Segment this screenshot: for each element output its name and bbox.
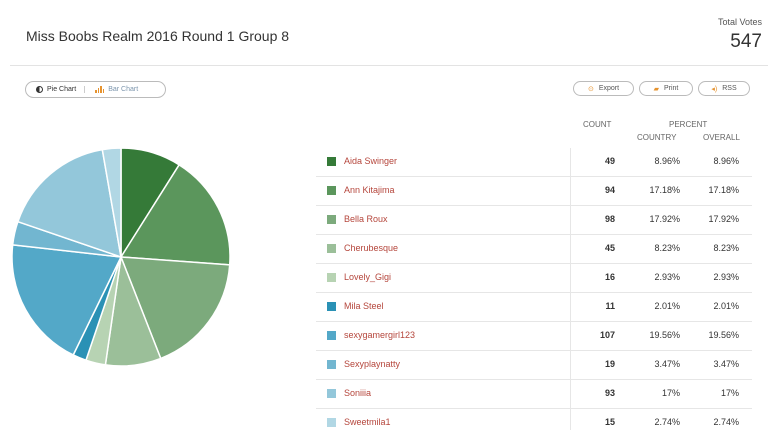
legend-swatch bbox=[327, 244, 336, 253]
results-table: Aida Swinger 49 8.96% 8.96% Ann Kitajima 94 17… bbox=[316, 148, 752, 437]
vote-count: 107 bbox=[599, 330, 615, 340]
bar-chart-toggle[interactable]: Bar Chart bbox=[84, 86, 146, 93]
total-votes-value: 547 bbox=[730, 31, 762, 52]
candidate-name-link[interactable]: Soniiia bbox=[344, 388, 372, 398]
table-row: Aida Swinger 49 8.96% 8.96% bbox=[316, 148, 752, 176]
table-row: Lovely_Gigi 16 2.93% 2.93% bbox=[316, 263, 752, 292]
candidate-name-link[interactable]: Cherubesque bbox=[344, 243, 399, 253]
pie-slice-sweetmila1[interactable] bbox=[101, 147, 122, 258]
chart-type-toggle: Pie Chart Bar Chart bbox=[25, 81, 166, 98]
rss-button[interactable]: ◂) RSS bbox=[698, 81, 750, 96]
pie-chart-toggle[interactable]: Pie Chart bbox=[26, 86, 84, 93]
candidate-name-link[interactable]: Sweetmila1 bbox=[344, 417, 391, 427]
percent-overall: 2.93% bbox=[713, 272, 739, 282]
vote-count: 11 bbox=[605, 301, 615, 311]
print-button[interactable]: ▰ Print bbox=[639, 81, 693, 96]
rss-icon: ◂) bbox=[711, 85, 718, 93]
percent-overall: 17% bbox=[720, 388, 739, 398]
percent-country: 17.92% bbox=[649, 214, 680, 224]
table-row: Bella Roux 98 17.92% 17.92% bbox=[316, 205, 752, 234]
country-header: COUNTRY bbox=[637, 133, 677, 142]
printer-icon: ▰ bbox=[653, 85, 659, 93]
table-row: Cherubesque 45 8.23% 8.23% bbox=[316, 234, 752, 263]
percent-header: PERCENT bbox=[669, 120, 708, 129]
percent-country: 8.96% bbox=[654, 156, 680, 166]
overall-header: OVERALL bbox=[703, 133, 740, 142]
table-row: Soniiia 93 17% 17% bbox=[316, 379, 752, 408]
percent-overall: 2.01% bbox=[713, 301, 739, 311]
percent-overall: 3.47% bbox=[713, 359, 739, 369]
candidate-name-link[interactable]: sexygamergirl123 bbox=[344, 330, 416, 340]
percent-overall: 17.92% bbox=[708, 214, 739, 224]
percent-country: 19.56% bbox=[649, 330, 680, 340]
table-row: Ann Kitajima 94 17.18% 17.18% bbox=[316, 176, 752, 205]
candidate-name-link[interactable]: Lovely_Gigi bbox=[344, 272, 392, 282]
vote-count: 98 bbox=[604, 214, 615, 224]
header-divider bbox=[10, 65, 768, 66]
legend-swatch bbox=[327, 273, 336, 282]
pie-slice-soniiia[interactable] bbox=[16, 148, 122, 259]
pie-slice-sexygamergirl123[interactable] bbox=[11, 243, 123, 356]
legend-swatch bbox=[327, 157, 336, 166]
bar-chart-icon bbox=[95, 86, 105, 93]
table-row: Sweetmila1 15 2.74% 2.74% bbox=[316, 408, 752, 437]
candidate-name-link[interactable]: Ann Kitajima bbox=[344, 185, 395, 195]
vote-count: 45 bbox=[604, 243, 615, 253]
percent-country: 2.93% bbox=[654, 272, 680, 282]
table-row: sexygamergirl123 107 19.56% 19.56% bbox=[316, 321, 752, 350]
legend-swatch bbox=[327, 418, 336, 427]
vote-count: 15 bbox=[604, 417, 615, 427]
vote-count: 94 bbox=[604, 185, 615, 195]
legend-swatch bbox=[327, 215, 336, 224]
legend-swatch bbox=[327, 331, 336, 340]
vote-count: 19 bbox=[604, 359, 615, 369]
percent-overall: 2.74% bbox=[713, 417, 739, 427]
total-votes-label: Total Votes bbox=[717, 17, 762, 27]
candidate-name-link[interactable]: Bella Roux bbox=[344, 214, 388, 224]
export-label: Export bbox=[598, 85, 620, 92]
percent-country: 2.74% bbox=[654, 417, 680, 427]
print-label: Print bbox=[663, 85, 679, 92]
export-icon: ⊙ bbox=[587, 85, 594, 93]
rss-label: RSS bbox=[722, 85, 737, 92]
candidate-name-link[interactable]: Mila Steel bbox=[344, 301, 384, 311]
pie-chart bbox=[11, 147, 231, 372]
pie-chart-icon bbox=[36, 86, 43, 93]
percent-country: 3.47% bbox=[654, 359, 680, 369]
pie-chart-svg bbox=[11, 147, 231, 367]
percent-country: 2.01% bbox=[654, 301, 680, 311]
candidate-name-link[interactable]: Sexyplaynatty bbox=[344, 359, 401, 369]
percent-overall: 8.23% bbox=[713, 243, 739, 253]
page-title: Miss Boobs Realm 2016 Round 1 Group 8 bbox=[26, 28, 290, 44]
legend-swatch bbox=[327, 186, 336, 195]
legend-swatch bbox=[327, 302, 336, 311]
percent-country: 17.18% bbox=[649, 185, 680, 195]
percent-overall: 19.56% bbox=[708, 330, 739, 340]
vote-count: 16 bbox=[604, 272, 615, 282]
export-button[interactable]: ⊙ Export bbox=[573, 81, 634, 96]
pie-slice-bella-roux[interactable] bbox=[119, 256, 231, 360]
vote-count: 93 bbox=[604, 388, 615, 398]
vote-count: 49 bbox=[604, 156, 615, 166]
percent-overall: 8.96% bbox=[713, 156, 739, 166]
percent-overall: 17.18% bbox=[708, 185, 739, 195]
pie-chart-label: Pie Chart bbox=[47, 86, 77, 93]
table-row: Sexyplaynatty 19 3.47% 3.47% bbox=[316, 350, 752, 379]
legend-swatch bbox=[327, 360, 336, 369]
table-row: Mila Steel 11 2.01% 2.01% bbox=[316, 292, 752, 321]
legend-swatch bbox=[327, 389, 336, 398]
percent-country: 17% bbox=[661, 388, 680, 398]
count-header: COUNT bbox=[583, 120, 612, 129]
bar-chart-label: Bar Chart bbox=[108, 86, 139, 93]
pie-slice-ann-kitajima[interactable] bbox=[119, 163, 231, 266]
percent-country: 8.23% bbox=[654, 243, 680, 253]
column-divider bbox=[570, 148, 571, 430]
candidate-name-link[interactable]: Aida Swinger bbox=[344, 156, 398, 166]
